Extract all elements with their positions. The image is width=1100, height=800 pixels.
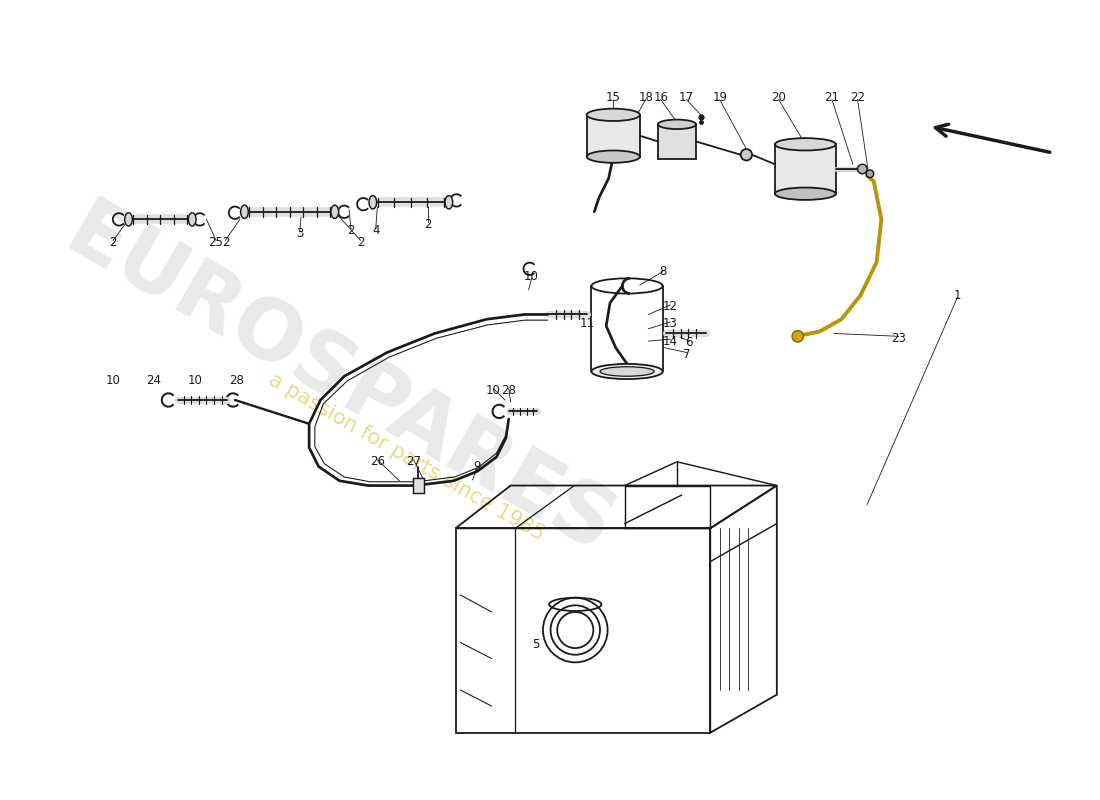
Ellipse shape <box>331 205 339 218</box>
Ellipse shape <box>586 150 640 163</box>
Text: 4: 4 <box>372 224 379 238</box>
Text: 2: 2 <box>222 236 229 249</box>
Text: 26: 26 <box>370 455 385 468</box>
Text: 3: 3 <box>296 227 304 240</box>
Text: 24: 24 <box>145 374 161 387</box>
Text: 27: 27 <box>406 455 421 468</box>
Ellipse shape <box>792 330 803 342</box>
Ellipse shape <box>368 196 376 209</box>
Bar <box>412 478 425 493</box>
Text: 2: 2 <box>356 236 364 249</box>
Text: 18: 18 <box>638 91 653 104</box>
Text: 28: 28 <box>230 374 244 387</box>
Text: a passion for parts since 1985: a passion for parts since 1985 <box>265 370 548 545</box>
Text: 11: 11 <box>580 318 594 330</box>
Text: 14: 14 <box>663 334 678 347</box>
Text: 12: 12 <box>663 300 678 314</box>
Text: 28: 28 <box>502 384 516 397</box>
Text: 8: 8 <box>659 265 667 278</box>
Text: 6: 6 <box>685 337 693 350</box>
Text: 16: 16 <box>653 91 669 104</box>
Circle shape <box>866 170 873 178</box>
Text: 9: 9 <box>474 460 481 473</box>
Ellipse shape <box>600 366 654 376</box>
Text: 7: 7 <box>683 348 691 361</box>
Bar <box>774 144 836 194</box>
Text: 21: 21 <box>824 91 839 104</box>
Ellipse shape <box>188 213 196 226</box>
Ellipse shape <box>586 109 640 121</box>
Ellipse shape <box>774 187 836 200</box>
Ellipse shape <box>658 119 696 129</box>
Text: 10: 10 <box>524 270 539 283</box>
Text: 20: 20 <box>771 91 786 104</box>
Text: 2: 2 <box>425 218 431 230</box>
Text: 25: 25 <box>209 236 223 249</box>
Text: 10: 10 <box>106 374 121 387</box>
Ellipse shape <box>446 196 453 209</box>
Circle shape <box>858 164 867 174</box>
Ellipse shape <box>124 213 132 226</box>
Circle shape <box>740 149 752 161</box>
Text: 5: 5 <box>531 638 539 650</box>
Text: 17: 17 <box>679 91 694 104</box>
Bar <box>586 115 640 157</box>
Text: 22: 22 <box>850 91 865 104</box>
Text: 23: 23 <box>891 332 906 345</box>
Text: 15: 15 <box>606 91 620 104</box>
Text: 10: 10 <box>188 374 202 387</box>
Text: 2: 2 <box>348 224 354 238</box>
Text: 1: 1 <box>954 289 961 302</box>
Text: 19: 19 <box>713 91 727 104</box>
Ellipse shape <box>774 138 836 150</box>
Ellipse shape <box>592 364 662 379</box>
Text: 10: 10 <box>486 384 500 397</box>
Text: EUROSPARES: EUROSPARES <box>52 191 628 570</box>
Ellipse shape <box>241 205 249 218</box>
Text: 2: 2 <box>110 236 117 249</box>
Bar <box>658 124 696 158</box>
Text: 13: 13 <box>663 318 678 330</box>
